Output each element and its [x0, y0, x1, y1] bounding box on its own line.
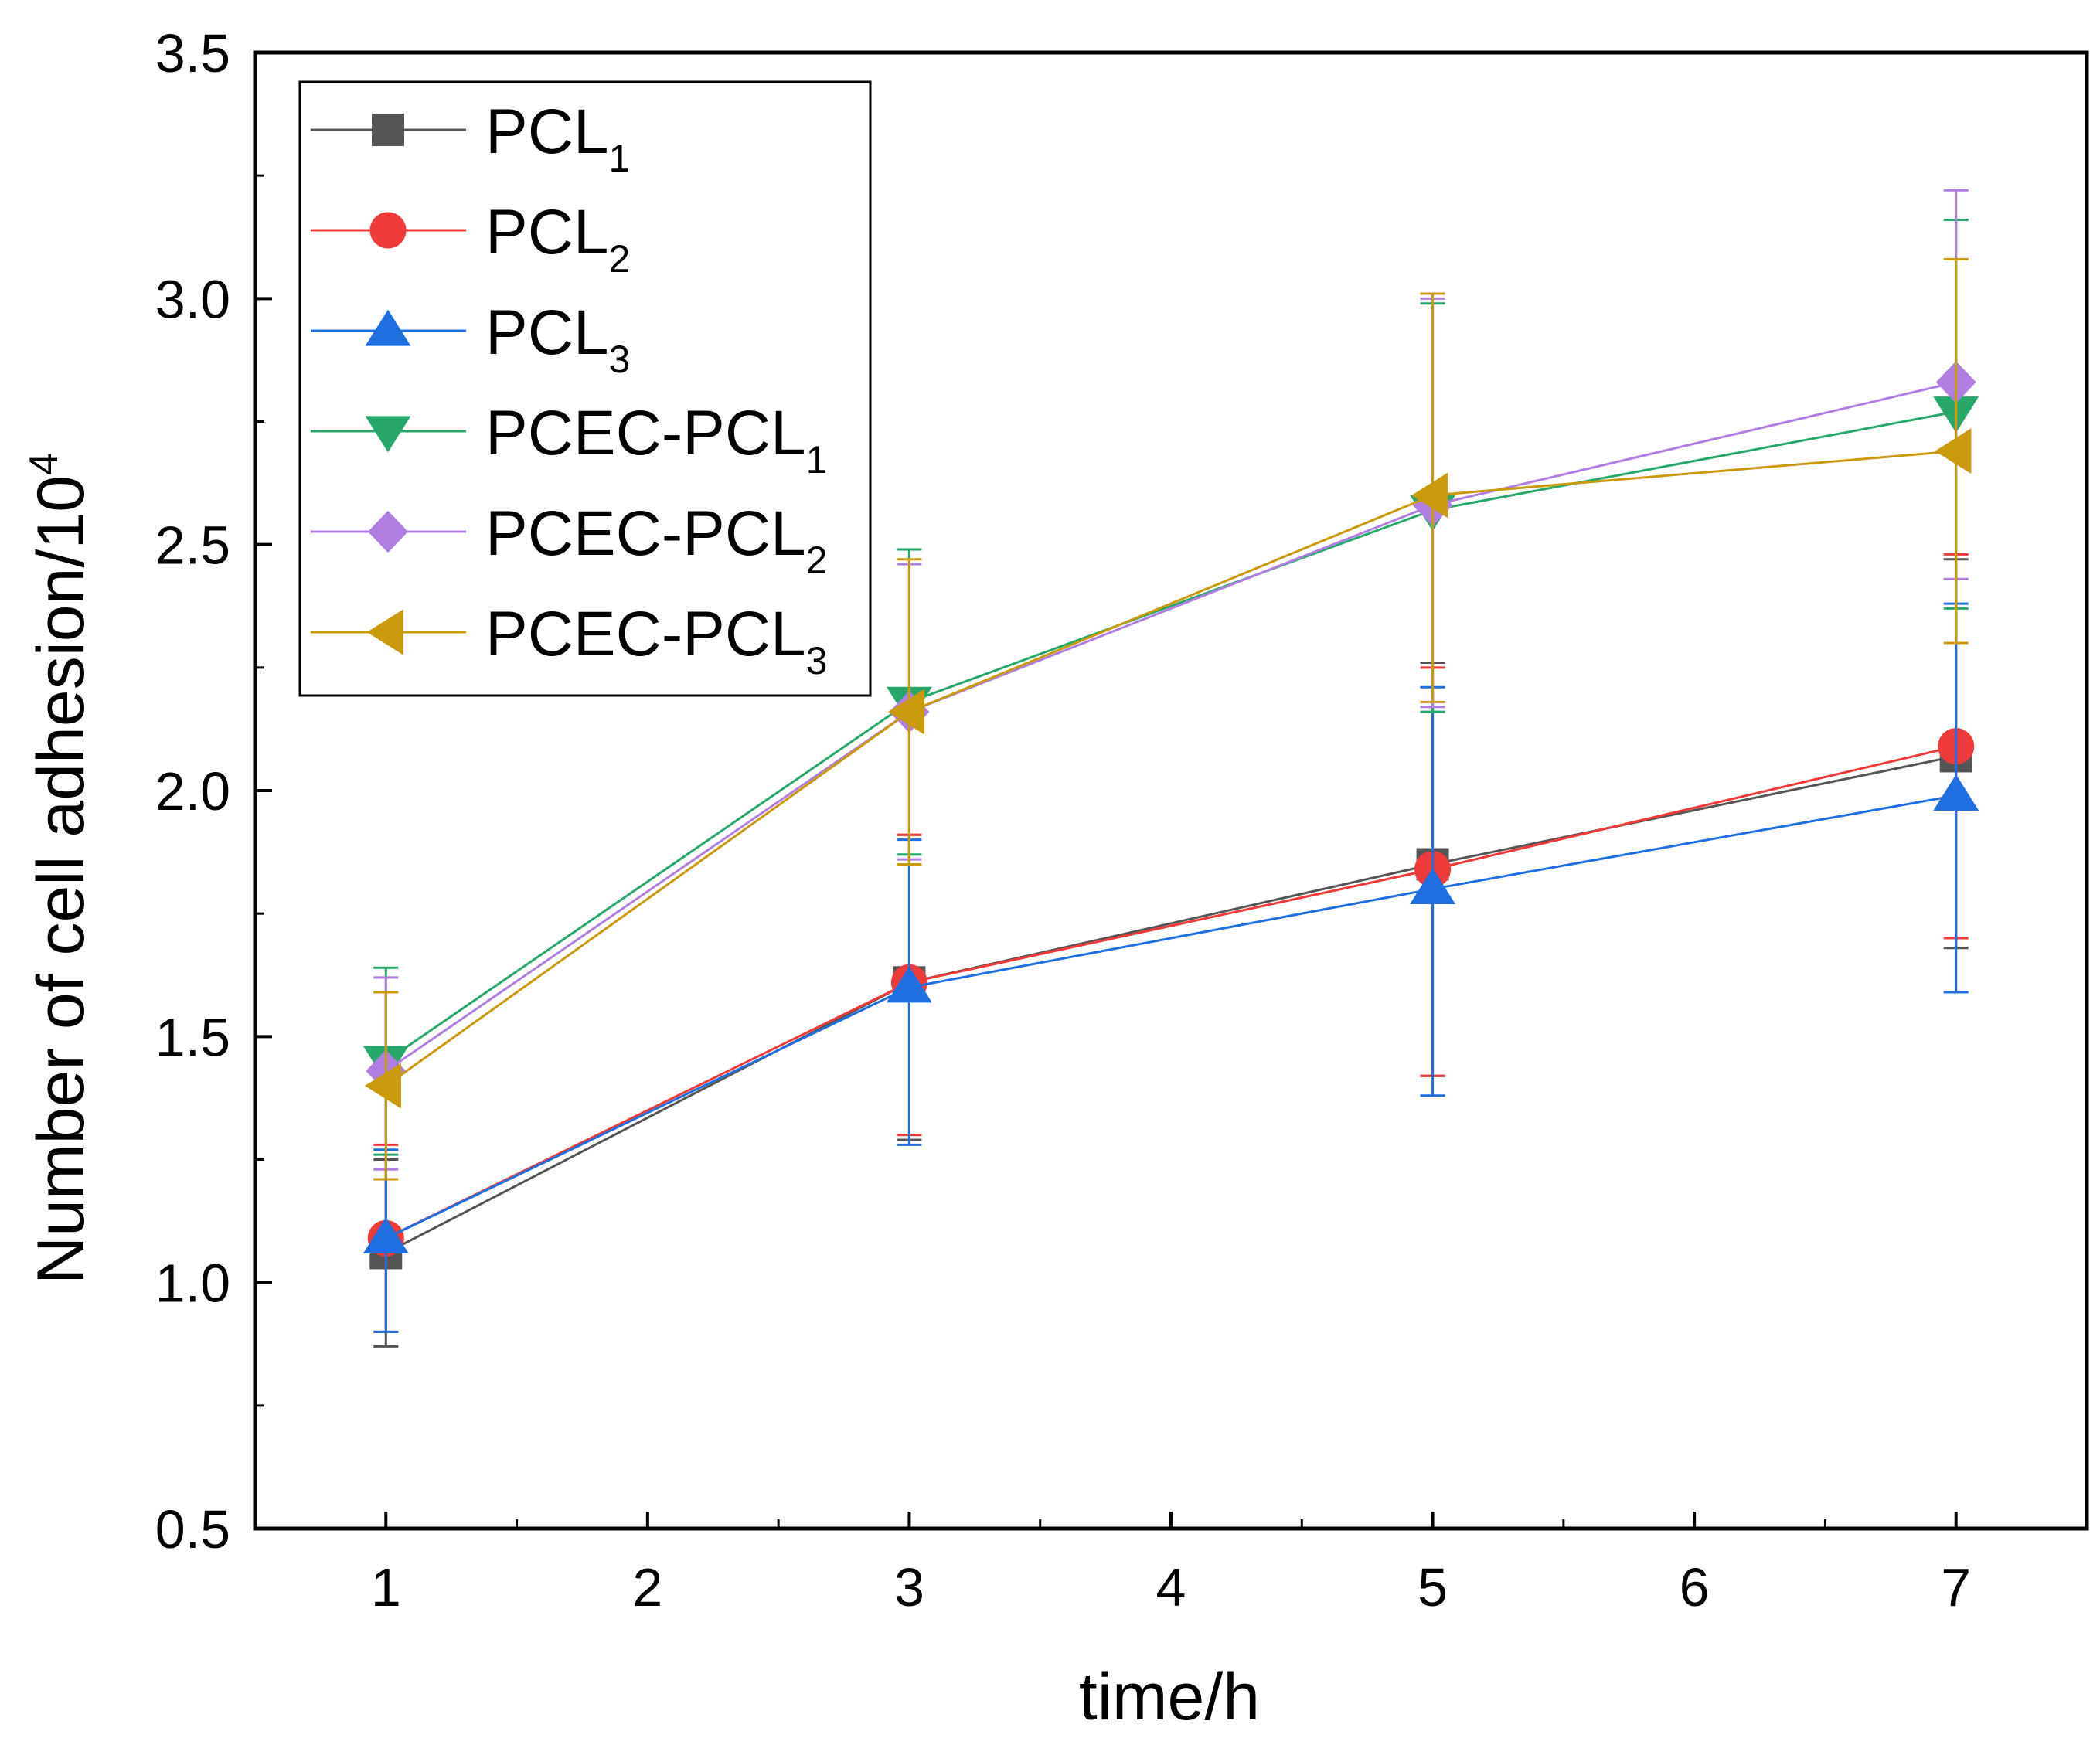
legend-label: PCEC-PCL2 — [485, 498, 827, 582]
legend-label-subscript: 2 — [806, 539, 828, 582]
data-point — [1933, 774, 1979, 811]
legend-item: PCL2 — [311, 197, 630, 281]
data-point — [886, 966, 932, 1003]
y-axis-title-superscript: 4 — [22, 453, 66, 475]
legend-marker — [365, 309, 411, 346]
legend-marker — [368, 510, 408, 553]
x-tick-label: 3 — [894, 1557, 924, 1617]
legend-marker — [366, 609, 403, 655]
y-tick-label: 1.0 — [155, 1253, 230, 1314]
data-point — [364, 1063, 401, 1109]
x-axis-title: time/h — [1079, 1660, 1260, 1734]
series-line — [385, 754, 1957, 1254]
legend-label: PCL2 — [485, 197, 630, 281]
legend-label-subscript: 1 — [806, 438, 828, 481]
legend-item: PCEC-PCL1 — [311, 398, 827, 481]
data-point — [1411, 472, 1448, 519]
legend-label: PCL1 — [485, 97, 630, 180]
legend-label-name: PCL — [485, 97, 609, 167]
y-tick-label: 3.5 — [155, 23, 230, 83]
series-group — [362, 189, 1979, 1348]
y-tick-label: 3.0 — [155, 269, 230, 329]
x-tick-label: 4 — [1156, 1557, 1186, 1617]
data-point — [362, 1217, 409, 1254]
legend-item: PCEC-PCL2 — [311, 498, 827, 582]
y-axis-title: Number of cell adhesion/104 — [22, 453, 98, 1284]
legend-box — [298, 80, 872, 697]
x-tick-label: 6 — [1680, 1557, 1710, 1617]
y-tick-label: 0.5 — [155, 1499, 230, 1559]
series-3 — [362, 602, 1979, 1333]
legend-label-name: PCEC-PCL — [485, 599, 806, 669]
legend-marker — [369, 212, 407, 249]
series-line — [385, 381, 1957, 1073]
legend-item: PCEC-PCL3 — [311, 599, 827, 682]
legend-label-name: PCL — [485, 298, 609, 368]
legend-label: PCEC-PCL1 — [485, 398, 827, 481]
legend-item: PCL3 — [311, 298, 630, 381]
y-tick-label: 1.5 — [155, 1007, 230, 1067]
y-tick-label: 2.5 — [155, 515, 230, 576]
legend-label: PCL3 — [485, 298, 630, 381]
legend-label-name: PCEC-PCL — [485, 398, 806, 468]
series-line — [385, 450, 1956, 1087]
x-tick-label: 5 — [1418, 1557, 1448, 1617]
legend-marker — [365, 416, 411, 453]
legend-label-name: PCEC-PCL — [485, 498, 806, 569]
legend-label-subscript: 2 — [609, 237, 631, 281]
data-point — [888, 689, 925, 735]
x-tick-label: 2 — [632, 1557, 662, 1617]
x-tick-label: 7 — [1941, 1557, 1971, 1617]
legend-marker — [372, 114, 404, 146]
series-line — [385, 745, 1957, 1240]
legend-label-subscript: 3 — [806, 639, 828, 682]
axes: 1 2 3 4 5 6 7 0.5 1.0 1.5 2.0 2.5 3.0 3.5 — [155, 23, 2089, 1617]
y-tick-label: 2.0 — [155, 761, 230, 821]
legend-label-subscript: 1 — [609, 137, 631, 180]
x-tick-label: 1 — [371, 1557, 401, 1617]
data-point — [1410, 868, 1456, 904]
series-line — [385, 410, 1956, 1063]
legend-item: PCL1 — [311, 97, 630, 180]
series-6 — [364, 257, 1972, 1181]
legend-label-subscript: 3 — [609, 338, 631, 381]
series-line — [385, 794, 1956, 1240]
data-point — [1935, 428, 1972, 474]
y-axis-title-text: Number of cell adhesion/10 — [24, 475, 98, 1284]
legend-label-name: PCL — [485, 197, 609, 267]
legend-label: PCEC-PCL3 — [485, 599, 827, 682]
